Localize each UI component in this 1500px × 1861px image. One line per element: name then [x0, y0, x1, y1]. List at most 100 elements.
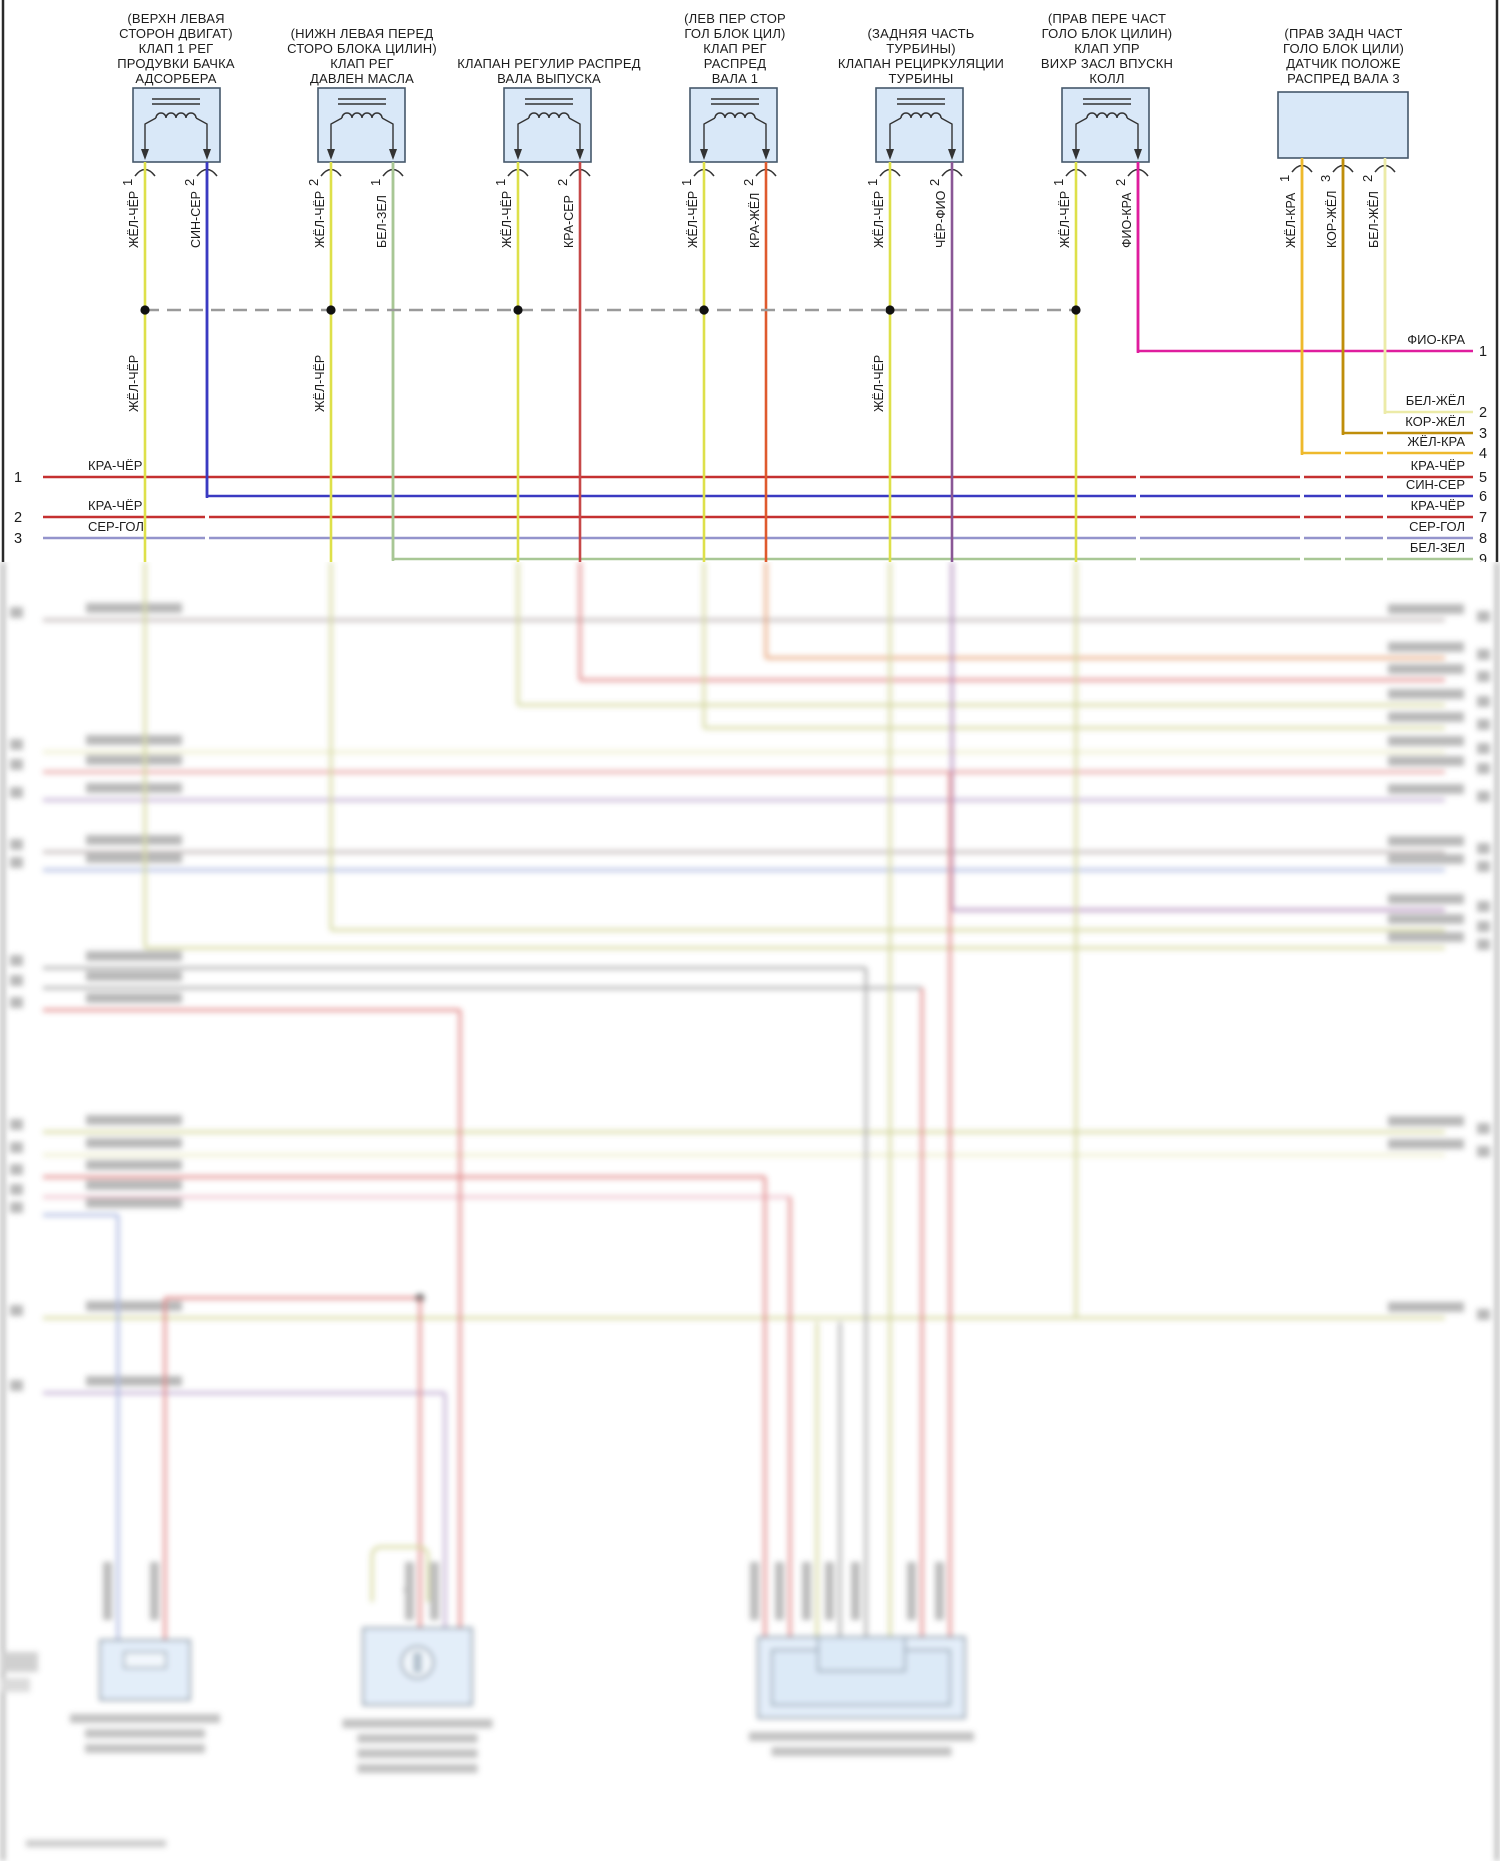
coil-lead [1075, 117, 1088, 150]
pin-arrow-icon [886, 149, 894, 160]
coil-lead [517, 117, 530, 150]
blur-wire-stub-label-blob [405, 1562, 414, 1620]
component-caption-c1: (ВЕРХН ЛЕВАЯ СТОРОН ДВИГАТ) КЛАП 1 РЕГ ПРОД… [117, 11, 235, 86]
splice-junction-dot [699, 305, 709, 315]
blur-wire-stub-label-blob [430, 1562, 439, 1620]
blur-box-caption-blob [357, 1749, 478, 1758]
pin-number: 1 [120, 179, 135, 186]
blur-left-number-blob [10, 787, 23, 798]
component-box-c7 [1277, 91, 1409, 159]
pin-number: 1 [865, 179, 880, 186]
pin-number: 2 [1113, 179, 1128, 186]
blur-right-number-blob [1477, 939, 1490, 950]
wire-color-label: БЕЛ-ЖЁЛ [1367, 191, 1381, 248]
blur-right-number-blob [1477, 611, 1490, 622]
coil-lead [889, 117, 902, 150]
coil-winding-icon [155, 112, 197, 119]
wire-color-label: ЧЁР-ФИО [934, 190, 948, 248]
blur-right-label-blob [1388, 712, 1464, 722]
blur-left-label-blob [86, 603, 182, 613]
blur-right-number-blob [1477, 1146, 1490, 1157]
blur-left-label-blob [86, 1376, 182, 1386]
pin-number: 3 [1318, 175, 1333, 182]
row-label-right: КОР-ЖЁЛ [1405, 414, 1465, 429]
blur-right-label-blob [1388, 756, 1464, 766]
row-label-right: БЕЛ-ЗЕЛ [1410, 540, 1465, 555]
blur-right-label-blob [1388, 932, 1464, 942]
blur-left-label-blob [86, 1198, 182, 1208]
blur-right-number-blob [1477, 649, 1490, 660]
row-number-right: 9 [1479, 552, 1487, 562]
wire-color-label-splice: ЖЁЛ-ЧЁР [313, 355, 327, 412]
blur-box1-inner-rect [123, 1651, 167, 1669]
row-number-left: 1 [14, 470, 22, 486]
blur-left-label-blob [86, 971, 182, 981]
blur-right-label-blob [1388, 894, 1464, 904]
blurred-wiring-svg [0, 562, 1499, 1861]
blur-left-number-blob [10, 1184, 23, 1195]
blur-wire-stub-label-blob [802, 1562, 811, 1620]
splice-junction-dot [1071, 305, 1081, 315]
wire-color-label-splice: ЖЁЛ-ЧЁР [127, 355, 141, 412]
pin-number: 2 [306, 179, 321, 186]
row-number-right: 8 [1479, 531, 1487, 547]
blur-right-label-blob [1388, 604, 1464, 614]
coil-winding-icon [528, 112, 570, 119]
row-number-right: 6 [1479, 489, 1487, 505]
blur-box-caption-blob [749, 1732, 974, 1741]
blur-wire-stub-label-blob [750, 1562, 759, 1620]
row-label-right: ФИО-КРА [1407, 332, 1465, 347]
blur-box-caption-blob [85, 1729, 205, 1738]
blur-right-number-blob [1477, 671, 1490, 682]
pin-arrow-icon [141, 149, 149, 160]
blur-left-number-blob [10, 997, 23, 1008]
blur-wire-stub-label-blob [150, 1562, 159, 1620]
component-caption-c2: (НИЖН ЛЕВАЯ ПЕРЕД СТОРО БЛОКА ЦИЛИН) КЛАП … [287, 26, 437, 86]
row-label-left: КРА-ЧЁР [88, 498, 142, 513]
row-number-right: 5 [1479, 470, 1487, 486]
coil-lead [568, 117, 581, 150]
coil-lead [754, 117, 767, 150]
coil-winding-icon [341, 112, 383, 119]
wire-color-label: ЖЁЛ-ЧЁР [313, 191, 327, 248]
pin-arrow-icon [700, 149, 708, 160]
pin-number: 1 [493, 179, 508, 186]
pin-number: 1 [1051, 179, 1066, 186]
wire-color-label-splice: ЖЁЛ-ЧЁР [872, 355, 886, 412]
blur-wire-stub-label-blob [907, 1562, 916, 1620]
row-label-right: ЖЁЛ-КРА [1407, 434, 1465, 449]
blur-right-label-blob [1388, 854, 1464, 864]
pin-number: 2 [741, 179, 756, 186]
splice-junction-dot [513, 305, 523, 315]
blur-right-number-blob [1477, 861, 1490, 872]
component-caption-c6: (ПРАВ ПЕРЕ ЧАСТ ГОЛО БЛОК ЦИЛИН) КЛАП УПР В… [1040, 11, 1174, 86]
blur-right-label-blob [1388, 1116, 1464, 1126]
blur-left-number-blob [10, 1119, 23, 1130]
blur-wire-stub-label-blob [825, 1562, 834, 1620]
blur-left-number-blob [10, 955, 23, 966]
pin-arrow-icon [327, 149, 335, 160]
blur-left-label-blob [86, 1301, 182, 1311]
pin-arrow-icon [762, 149, 770, 160]
splice-junction-dot [140, 305, 150, 315]
component-caption-c4: (ЛЕВ ПЕР СТОР ГОЛ БЛОК ЦИЛ) КЛАП РЕГ РАСПРЕ… [684, 11, 786, 86]
blur-left-label-blob [86, 1160, 182, 1170]
wire-color-label: ЖЁЛ-ЧЁР [872, 191, 886, 248]
coil-winding-icon [1086, 112, 1128, 119]
wire-trim [1341, 435, 1345, 562]
wire-run-9 [391, 160, 1473, 561]
wire-trim [205, 498, 209, 562]
blur-left-label-blob [86, 735, 182, 745]
blur-right-number-blob [1477, 719, 1490, 730]
blur-pump-glyph [413, 1652, 422, 1673]
pin-arrow-icon [203, 149, 211, 160]
blur-box-caption-blob [70, 1714, 220, 1723]
pin-number: 2 [1360, 175, 1375, 182]
blur-watermark-blob [26, 1840, 166, 1847]
pin-number: 2 [555, 179, 570, 186]
blur-wire-stub-label-blob [851, 1562, 860, 1620]
blur-left-number-blob [10, 607, 23, 618]
pin-arrow-icon [389, 149, 397, 160]
row-number-left: 2 [14, 510, 22, 526]
blur-right-number-blob [1477, 763, 1490, 774]
